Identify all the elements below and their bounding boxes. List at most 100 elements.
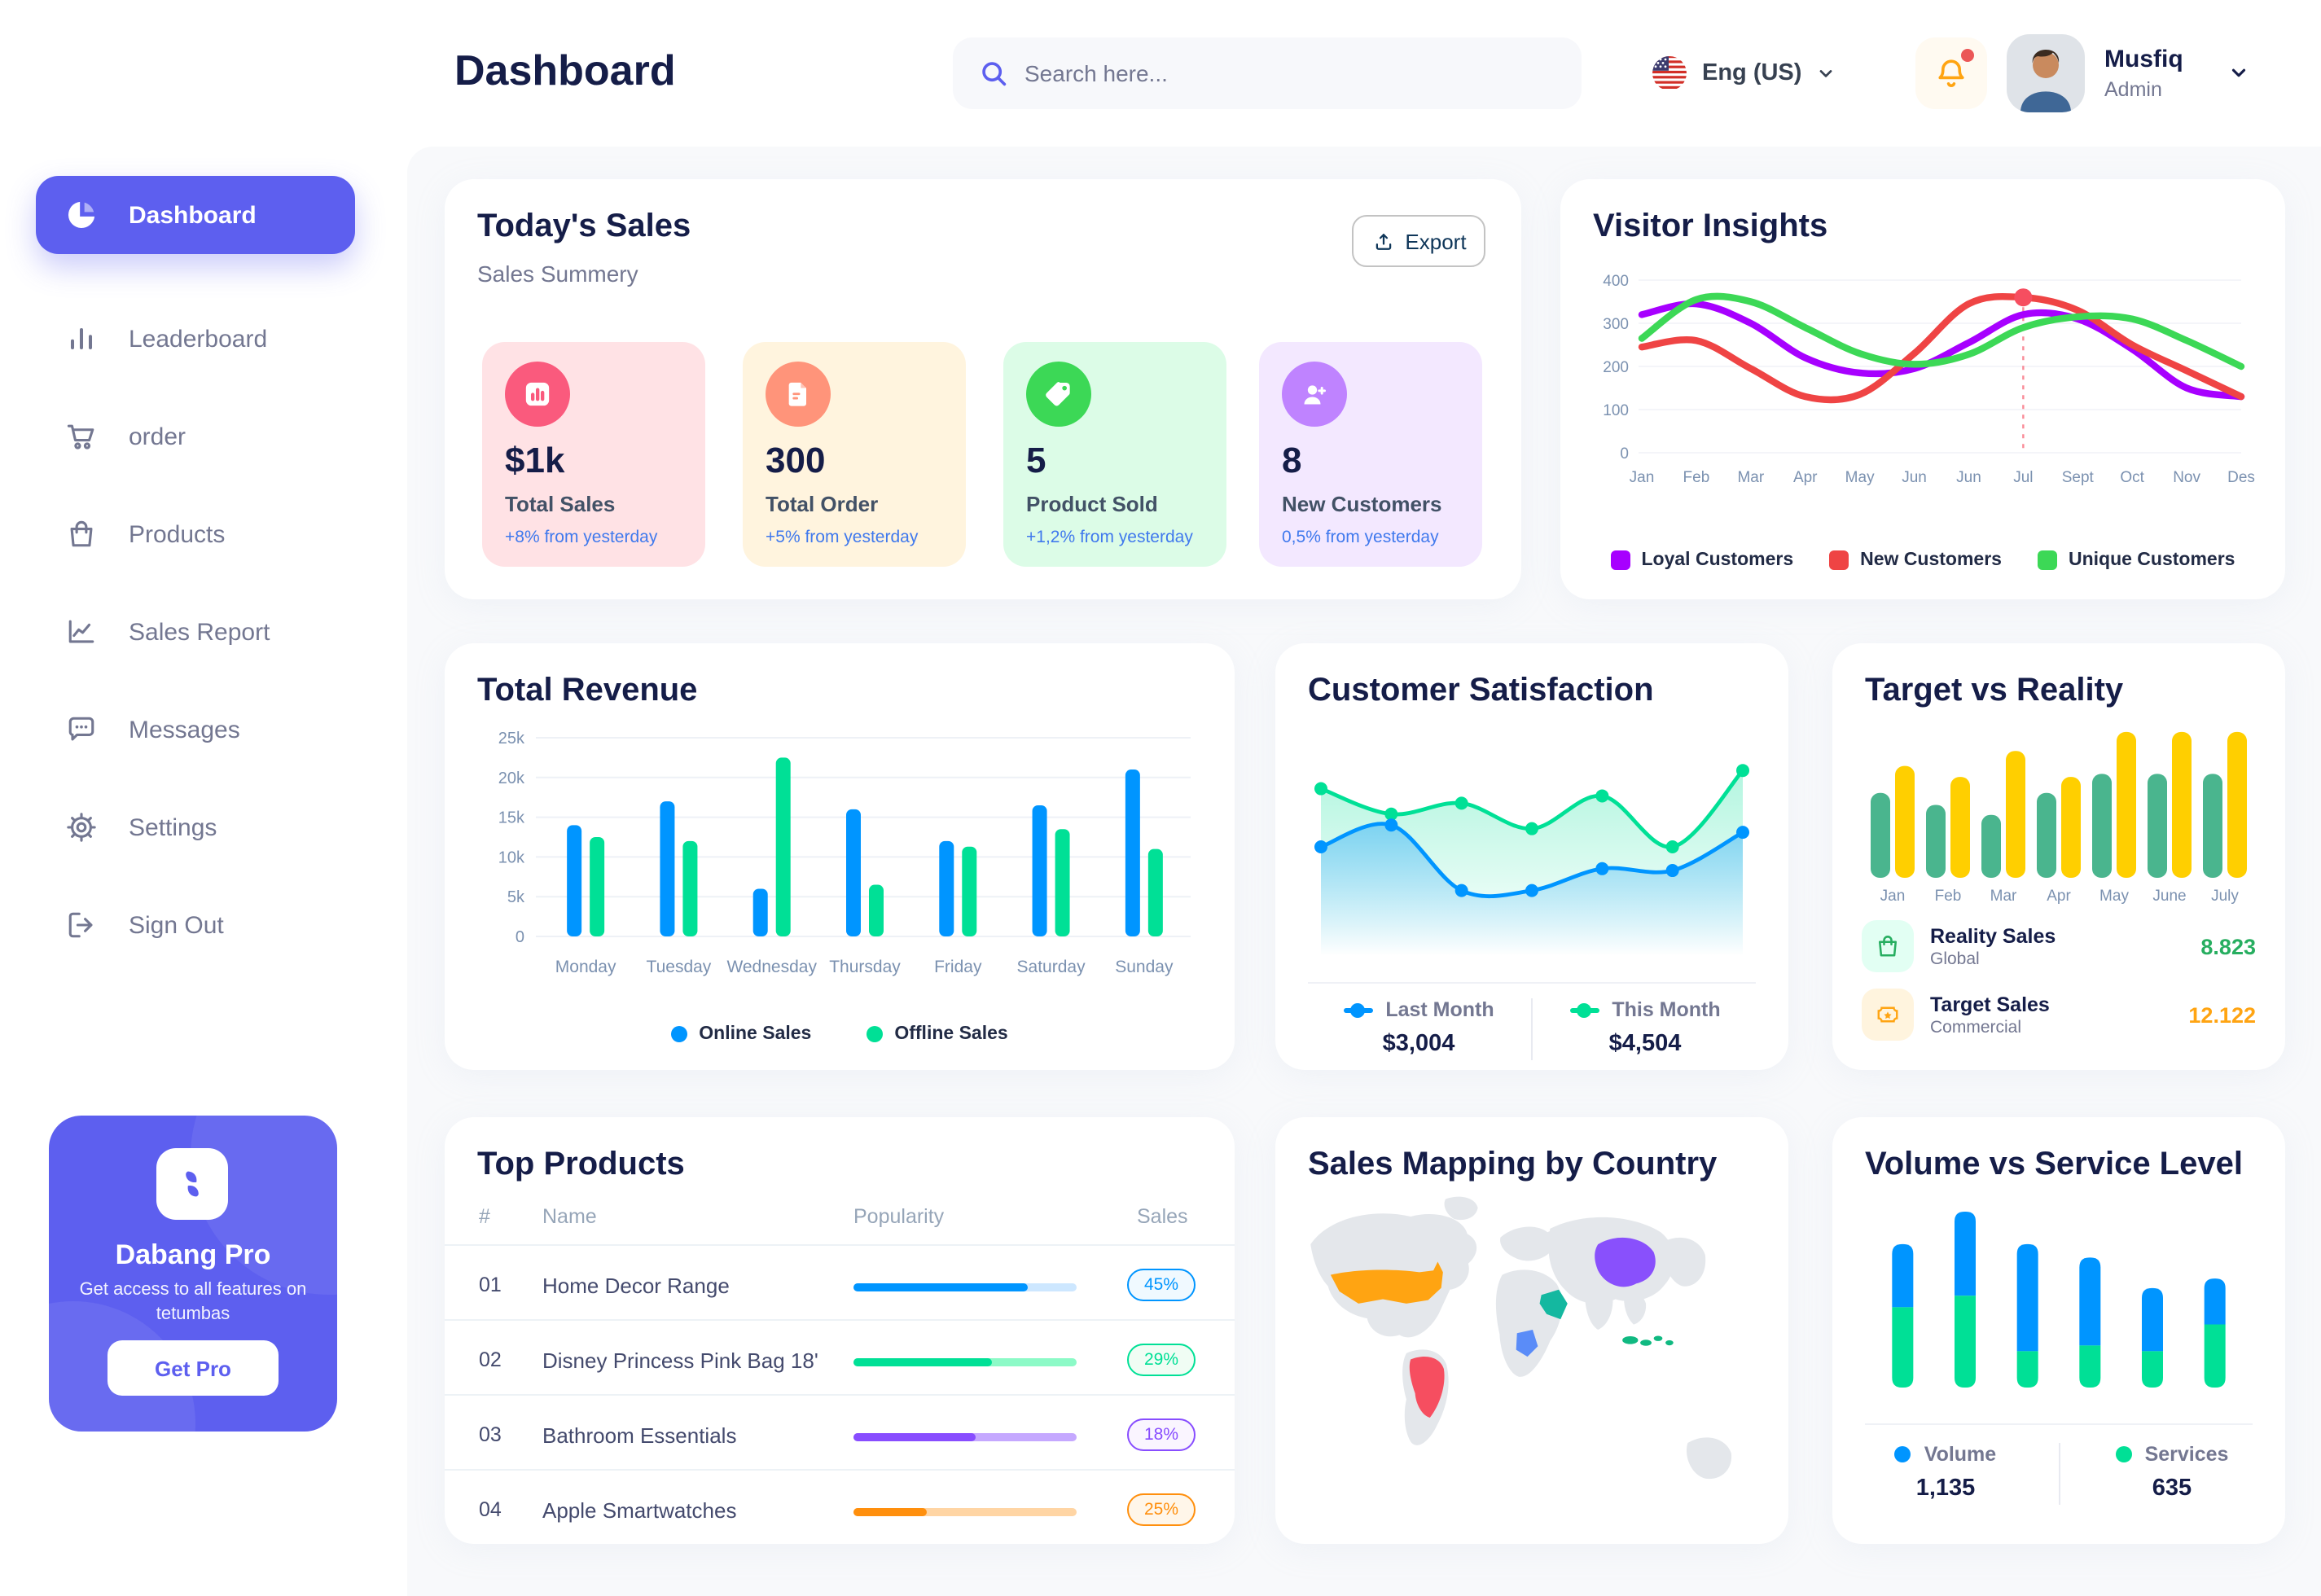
sales-badge: 18% <box>1127 1418 1196 1451</box>
visitor-insights-legend: Loyal Customers New Customers Unique Cus… <box>1560 550 2285 570</box>
brand-logo-icon <box>156 1148 228 1220</box>
leaderboard-icon <box>70 327 93 350</box>
order-note-icon <box>766 362 831 427</box>
svg-text:10k: 10k <box>498 848 525 866</box>
sidebar-item-products[interactable]: Products <box>36 495 355 573</box>
svg-text:Jul: Jul <box>2013 469 2033 486</box>
sidebar-item-leaderboard[interactable]: Leaderboard <box>36 300 355 378</box>
user-name: Musfiq <box>2104 46 2183 73</box>
bar-chart-icon <box>505 362 570 427</box>
divider <box>445 1469 1235 1471</box>
map-country-china <box>1595 1237 1656 1287</box>
total-revenue-legend: Online Sales Offline Sales <box>445 1024 1235 1044</box>
svg-text:100: 100 <box>1603 402 1629 419</box>
notification-badge <box>1961 49 1974 62</box>
divider <box>445 1244 1235 1246</box>
avatar[interactable] <box>2007 34 2085 112</box>
user-role: Admin <box>2104 78 2162 101</box>
search-input[interactable] <box>1024 37 1562 109</box>
volume-vs-service-card: Volume vs Service Level Volume 1,135 Ser… <box>1832 1117 2285 1544</box>
svg-text:July: July <box>2211 888 2239 905</box>
map-country-usa <box>1330 1261 1443 1304</box>
svg-text:25k: 25k <box>498 730 525 748</box>
svg-text:20k: 20k <box>498 770 525 787</box>
map-country-indonesia <box>1622 1335 1674 1346</box>
sidebar-item-sales-report[interactable]: Sales Report <box>36 593 355 671</box>
customer-satisfaction-card: Customer Satisfaction Last Month $3,004 … <box>1275 643 1788 1070</box>
svg-text:Mar: Mar <box>1990 888 2017 905</box>
svg-text:May: May <box>1845 469 1875 486</box>
svg-text:Wednesday: Wednesday <box>726 958 817 976</box>
divider <box>2058 1443 2060 1505</box>
visitor-insights-card: Visitor Insights 0 100 200 300 400 Jan Feb Mar A… <box>1560 179 2285 599</box>
chevron-down-icon[interactable] <box>2228 62 2249 83</box>
user-plus-icon <box>1282 362 1347 427</box>
sidebar: Dabang Dashboard Leaderboard order Produ… <box>0 23 407 1596</box>
stat-card-total-order: 300 Total Order +5% from yesterday <box>743 342 966 567</box>
svg-text:Jun: Jun <box>1956 469 1981 486</box>
sales-badge: 45% <box>1127 1269 1196 1301</box>
sales-badge: 25% <box>1127 1493 1196 1526</box>
tag-icon <box>1026 362 1091 427</box>
cart-icon <box>67 424 94 449</box>
message-icon <box>68 717 94 741</box>
svg-text:Friday: Friday <box>934 958 982 976</box>
map-fareast <box>1661 1237 1706 1287</box>
target-vs-reality-card: Target vs Reality Jan Feb Mar Apr May June Jul… <box>1832 643 2285 1070</box>
svg-text:Thursday: Thursday <box>829 958 901 976</box>
sidebar-item-messages[interactable]: Messages <box>36 691 355 769</box>
svg-text:Sunday: Sunday <box>1115 958 1174 976</box>
popularity-bar <box>853 1358 1077 1366</box>
svg-text:Monday: Monday <box>555 958 616 976</box>
divider <box>1308 982 1756 984</box>
language-label: Eng (US) <box>1702 60 1802 86</box>
sidebar-item-settings[interactable]: Settings <box>36 788 355 866</box>
search-icon <box>982 62 1007 86</box>
sidebar-item-dashboard[interactable]: Dashboard <box>36 176 355 254</box>
svg-text:Feb: Feb <box>1935 888 1962 905</box>
sign-out-icon <box>68 912 93 938</box>
customer-satisfaction-chart <box>1314 764 1749 956</box>
notifications-button[interactable] <box>1915 37 1987 109</box>
ticket-icon <box>1862 989 1914 1041</box>
map-greenland <box>1444 1196 1478 1221</box>
sidebar-item-sign-out[interactable]: Sign Out <box>36 886 355 964</box>
volume-vs-service-chart <box>1892 1212 2226 1388</box>
svg-text:400: 400 <box>1603 273 1629 290</box>
target-sales-legend-row: Target Sales Commercial 12.122 <box>1862 985 2256 1044</box>
todays-sales-subtitle: Sales Summery <box>477 261 638 287</box>
map-country-saudi-arabia <box>1539 1289 1568 1320</box>
avatar-image <box>2007 34 2085 112</box>
bell-icon <box>1938 59 1964 87</box>
visitor-insights-chart: 0 100 200 300 400 Jan Feb Mar Apr May Jun Jun Jul Sep… <box>1603 273 2255 486</box>
stat-card-new-customers: 8 New Customers 0,5% from yesterday <box>1259 342 1482 567</box>
svg-text:Apr: Apr <box>1793 469 1818 486</box>
svg-text:Jan: Jan <box>1630 469 1655 486</box>
get-pro-button[interactable]: Get Pro <box>107 1340 279 1396</box>
svg-text:Feb: Feb <box>1683 469 1710 486</box>
search-bar <box>953 37 1582 109</box>
pro-upgrade-card: Dabang Pro Get access to all features on… <box>49 1116 337 1432</box>
us-flag-icon <box>1652 56 1687 90</box>
line-chart-icon <box>68 620 94 643</box>
popularity-bar <box>853 1508 1077 1516</box>
map-africa <box>1495 1269 1562 1377</box>
svg-text:Jun: Jun <box>1902 469 1927 486</box>
map-se-asia <box>1624 1294 1647 1325</box>
map-australia <box>1686 1437 1732 1480</box>
svg-text:June: June <box>2152 888 2186 905</box>
header: Dashboard Eng (US) <box>0 0 2321 147</box>
visitor-insights-title: Visitor Insights <box>1593 208 1828 244</box>
volume-vs-service-legend: Volume 1,135 Services 635 <box>1832 1443 2285 1505</box>
export-button[interactable]: Export <box>1352 215 1485 267</box>
language-selector[interactable]: Eng (US) <box>1652 37 1836 109</box>
sales-mapping-title: Sales Mapping by Country <box>1308 1147 1718 1182</box>
popularity-bar <box>853 1283 1077 1291</box>
svg-text:15k: 15k <box>498 809 525 827</box>
reality-sales-legend-row: Reality Sales Global 8.823 <box>1862 917 2256 976</box>
sidebar-item-order[interactable]: order <box>36 397 355 476</box>
total-revenue-chart: 0 5k 10k 15k 20k 25k Monday Tuesday Wednesday Thu… <box>498 730 1191 976</box>
table-row: 02 Disney Princess Pink Bag 18' 29% <box>445 1329 1235 1394</box>
bag-icon <box>70 520 93 547</box>
svg-text:200: 200 <box>1603 359 1629 376</box>
